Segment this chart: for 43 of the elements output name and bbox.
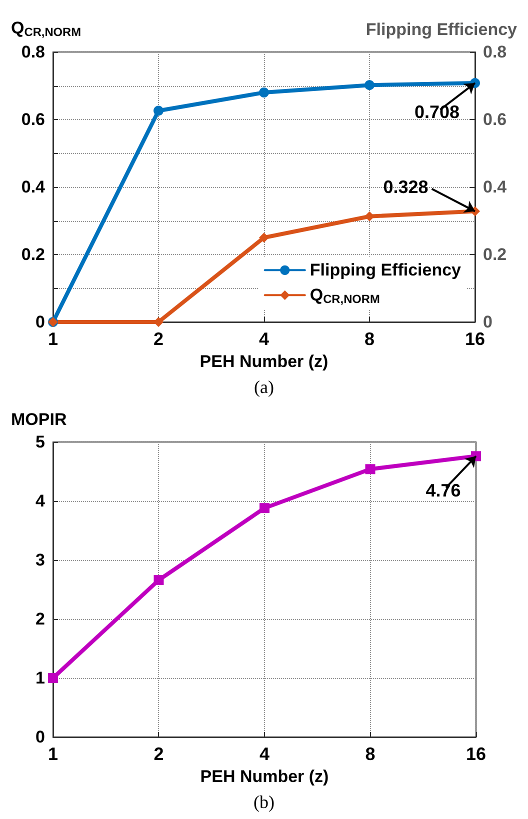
text: (b) bbox=[254, 792, 275, 812]
point bbox=[259, 88, 269, 98]
y-tick-label: 2 bbox=[36, 610, 45, 628]
y2-axis-title: Flipping Efficiency bbox=[366, 20, 518, 39]
y-tick-label: 4 bbox=[36, 492, 46, 510]
x-axis-title: PEH Number (z) bbox=[200, 766, 329, 786]
x-axis-title: PEH Number (z) bbox=[200, 352, 328, 371]
x-tick-label: 4 bbox=[258, 329, 270, 349]
y-tick-label: 1 bbox=[36, 668, 45, 688]
y2-tick-label: 0 bbox=[483, 312, 492, 332]
y-tick-label: 0.4 bbox=[21, 178, 46, 196]
y2-tick-label: 0.8 bbox=[483, 42, 507, 62]
point bbox=[260, 503, 270, 514]
y-tick-label: 0.8 bbox=[21, 42, 45, 62]
annotation: 0.708 bbox=[414, 102, 460, 122]
point bbox=[364, 80, 374, 90]
point bbox=[154, 575, 164, 586]
x-tick-label: 8 bbox=[364, 329, 375, 349]
x-tick-label: 16 bbox=[466, 744, 486, 764]
legend-label: Flipping Efficiency bbox=[310, 260, 462, 280]
point bbox=[154, 106, 164, 116]
point bbox=[365, 464, 376, 474]
annotation: 4.76 bbox=[426, 480, 461, 501]
point bbox=[48, 673, 58, 683]
annotation: 0.328 bbox=[383, 177, 428, 198]
y2-tick-label: 0.2 bbox=[483, 245, 507, 264]
y-tick-label: 0.6 bbox=[21, 110, 45, 129]
y-tick-label: 0 bbox=[36, 728, 45, 746]
text: (a) bbox=[254, 377, 274, 397]
x-tick-label: 2 bbox=[154, 744, 164, 764]
x-tick-label: 16 bbox=[464, 329, 486, 349]
x-tick-label: 2 bbox=[153, 329, 164, 349]
y-tick-label: 3 bbox=[36, 550, 45, 570]
y2-tick-label: 0.6 bbox=[483, 110, 507, 129]
y-tick-label: 0 bbox=[36, 312, 45, 332]
point bbox=[364, 211, 374, 222]
y-axis-title: MOPIR bbox=[11, 410, 67, 429]
y-tick-label: 0.2 bbox=[21, 245, 45, 264]
y-tick-label: 5 bbox=[36, 432, 45, 452]
x-tick-label: 4 bbox=[259, 744, 270, 764]
point bbox=[259, 232, 269, 243]
y2-tick-label: 0.4 bbox=[483, 178, 508, 196]
x-tick-label: 8 bbox=[365, 744, 376, 764]
